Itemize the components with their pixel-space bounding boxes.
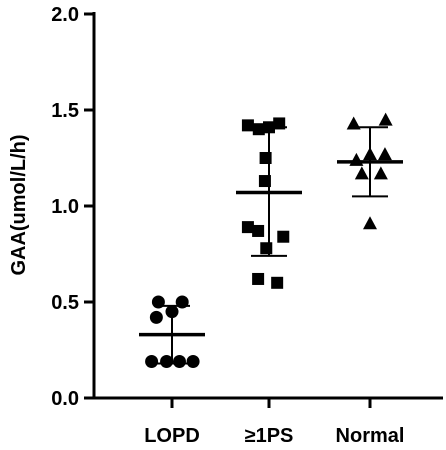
data-point-triangle: [354, 166, 369, 180]
data-point-triangle: [377, 147, 392, 161]
data-marks: [139, 112, 403, 369]
data-point-square: [252, 272, 265, 285]
series-circles: [139, 295, 205, 369]
series-squares: [236, 117, 302, 289]
series-triangles: [337, 112, 403, 230]
data-point-circle: [160, 355, 174, 369]
data-point-square: [252, 123, 265, 136]
y-tick-label: 0.0: [51, 388, 79, 410]
x-axis: LOPD ≥1PS Normal: [94, 396, 443, 447]
data-point-circle: [186, 355, 200, 369]
data-point-triangle: [349, 152, 364, 166]
data-point-triangle: [363, 216, 377, 230]
data-point-square: [260, 242, 273, 255]
y-tick-label: 0.5: [51, 292, 79, 314]
data-point-triangle: [378, 112, 393, 126]
y-tick-label: 1.5: [51, 100, 79, 122]
data-point-square: [241, 221, 254, 234]
data-point-square: [252, 224, 265, 237]
data-point-circle: [145, 355, 159, 369]
data-point-square: [277, 230, 290, 243]
y-tick-label: 1.0: [51, 196, 79, 218]
data-point-circle: [149, 310, 163, 324]
y-axis-title: GAA(umol/L/h): [8, 134, 30, 275]
y-tick-label: 2.0: [51, 4, 79, 26]
x-category-label: ≥1PS: [245, 425, 294, 447]
data-point-triangle: [373, 166, 388, 180]
y-axis: 0.0 0.5 1.0 1.5 2.0: [51, 4, 96, 410]
data-point-triangle: [346, 116, 361, 130]
data-point-square: [271, 276, 284, 289]
x-category-label: Normal: [336, 425, 405, 447]
x-category-label: LOPD: [144, 425, 200, 447]
data-point-square: [258, 175, 271, 188]
data-point-square: [241, 119, 254, 132]
data-point-circle: [172, 355, 186, 369]
